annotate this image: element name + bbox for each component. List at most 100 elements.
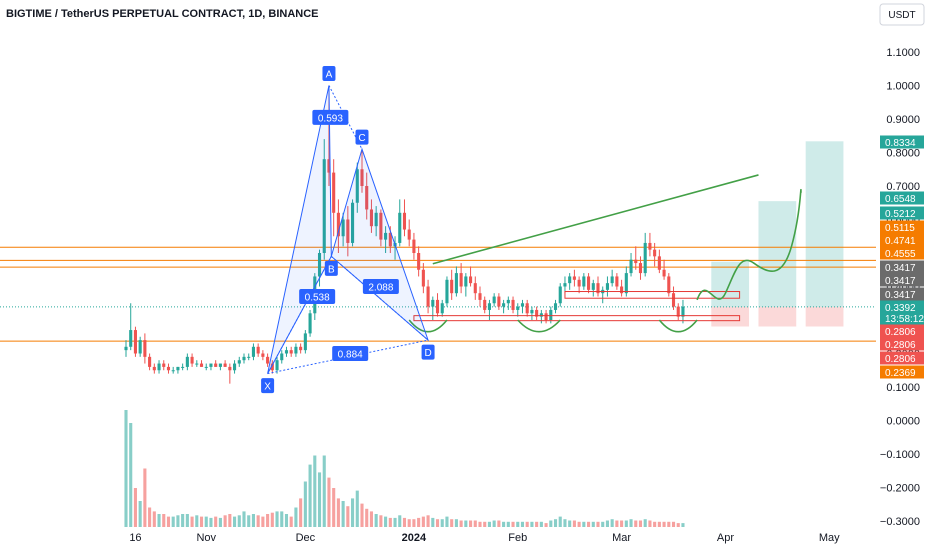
loss-zone xyxy=(711,306,750,327)
volume-bar xyxy=(676,523,680,527)
volume-bar xyxy=(596,521,600,527)
candle-body xyxy=(351,202,355,243)
volume-bar xyxy=(317,472,322,527)
candle-body xyxy=(133,330,137,354)
candle xyxy=(492,293,496,307)
candle-body xyxy=(322,159,326,253)
time-axis[interactable]: 16 Nov Dec 2024 Feb Mar Apr May xyxy=(129,532,840,544)
candle xyxy=(629,253,633,277)
volume-bar xyxy=(454,519,458,527)
y-tick-label: −0.1000 xyxy=(880,449,920,461)
candle xyxy=(577,276,581,294)
candle-body xyxy=(336,212,340,237)
price-label-text: 0.5212 xyxy=(885,209,916,220)
volume-bar xyxy=(657,521,661,527)
candle xyxy=(190,353,194,367)
volume-bar xyxy=(473,520,477,527)
candle xyxy=(407,219,411,247)
candle xyxy=(615,273,619,290)
volume-bar xyxy=(638,520,643,527)
volume-bar xyxy=(133,488,137,527)
candle-body xyxy=(648,242,652,250)
candle xyxy=(237,356,241,367)
candle xyxy=(469,266,473,287)
candle xyxy=(284,346,289,357)
volume-bar xyxy=(535,521,539,527)
candle-body xyxy=(450,279,454,294)
ascending-trendline xyxy=(432,174,759,265)
volume-bar xyxy=(624,520,628,527)
volume-bar xyxy=(525,521,529,527)
candle xyxy=(148,353,152,371)
volume-bar xyxy=(492,520,496,527)
candle-body xyxy=(421,269,425,287)
candle-body xyxy=(384,232,388,240)
volume-bar xyxy=(563,519,567,527)
ratio-label-abc: 0.538 xyxy=(299,289,336,305)
price-label-text: 0.5115 xyxy=(885,223,915,234)
volume-bar xyxy=(322,455,326,527)
candle-body xyxy=(247,356,251,358)
candle xyxy=(535,306,539,320)
pattern-point-a-bg xyxy=(322,66,336,81)
candle-body xyxy=(332,172,336,213)
volume-bar xyxy=(185,514,189,527)
candle xyxy=(176,366,180,374)
price-label-bg xyxy=(880,220,924,234)
volume-bar xyxy=(620,520,624,527)
candle-body xyxy=(530,309,534,314)
candle-body xyxy=(577,279,581,287)
candle-body xyxy=(223,363,227,367)
candle xyxy=(251,343,255,361)
candle-body xyxy=(657,256,661,270)
volume-bar xyxy=(412,519,416,527)
candle-body xyxy=(643,242,647,274)
price-label: 0.6548 xyxy=(880,191,924,205)
volume-bar xyxy=(605,520,609,527)
volume-bar xyxy=(667,521,671,527)
candle xyxy=(171,366,175,374)
ratio-label-xab-text: 0.593 xyxy=(318,113,343,124)
currency-button[interactable]: USDT xyxy=(879,3,925,26)
volume-bar xyxy=(251,514,255,527)
candle xyxy=(218,363,222,371)
candle-body xyxy=(492,296,496,304)
volume-bar xyxy=(587,521,591,527)
candle xyxy=(638,256,643,280)
candle xyxy=(365,172,369,220)
price-label-bg xyxy=(880,365,924,379)
candle-body xyxy=(284,350,289,354)
candle-body xyxy=(638,263,643,274)
candle-body xyxy=(299,346,303,351)
candle-body xyxy=(544,313,548,320)
y-tick-label: 0.1000 xyxy=(886,382,920,394)
price-label-bg xyxy=(880,324,924,338)
price-label-bg xyxy=(880,260,924,274)
volume-bar xyxy=(549,520,553,527)
candle-body xyxy=(464,276,468,287)
volume-bar xyxy=(483,521,487,527)
candle xyxy=(129,303,133,351)
candle xyxy=(261,350,265,361)
candle-body xyxy=(181,366,185,368)
candle-body xyxy=(402,212,407,230)
candle-body xyxy=(539,313,543,317)
bd-ratio-line xyxy=(330,255,429,341)
pattern-point-d: D xyxy=(421,344,435,360)
candle-body xyxy=(280,353,284,361)
ratio-label-bcd: 2.088 xyxy=(362,279,399,294)
candle xyxy=(487,299,491,320)
price-label-text: 0.2369 xyxy=(885,368,916,379)
volume-bar xyxy=(214,516,218,527)
candle-body xyxy=(667,276,671,294)
candle xyxy=(610,269,614,287)
candle xyxy=(289,346,293,357)
candle xyxy=(346,206,350,257)
volume-bar xyxy=(124,410,128,527)
volume-bar xyxy=(421,516,425,527)
candle xyxy=(336,199,340,253)
candle-body xyxy=(549,309,553,320)
candle xyxy=(280,350,284,364)
candle xyxy=(266,353,270,367)
